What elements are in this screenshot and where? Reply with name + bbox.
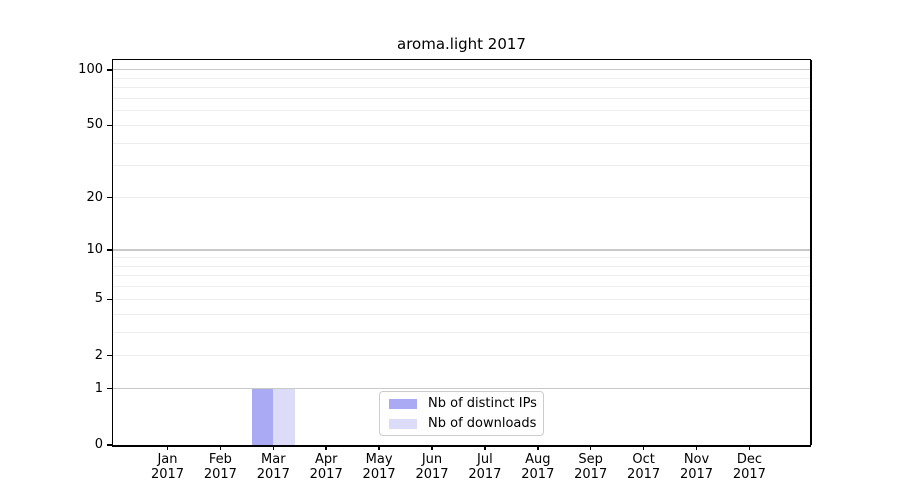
x-tick-mark <box>695 445 698 450</box>
x-tick-mark <box>272 445 275 450</box>
gridline-minor <box>113 286 810 288</box>
x-tick-label: Nov 2017 <box>679 452 714 482</box>
gridline-minor <box>113 265 810 267</box>
x-tick-label: Sep 2017 <box>574 452 608 482</box>
y-tick-mark <box>107 387 113 390</box>
legend-label: Nb of distinct IPs <box>428 395 537 411</box>
x-tick-mark <box>219 445 222 450</box>
spine-bottom <box>112 445 811 447</box>
gridline-major <box>113 249 810 251</box>
gridline-minor <box>113 275 810 277</box>
spine-right <box>810 60 812 445</box>
x-tick-mark <box>378 445 380 450</box>
y-tick-mark <box>107 124 113 127</box>
chart-title: aroma.light 2017 <box>397 35 526 53</box>
x-tick-mark <box>537 445 539 450</box>
y-tick-label: 20 <box>86 189 103 205</box>
y-tick-label: 2 <box>94 347 103 363</box>
gridline-minor <box>113 313 810 315</box>
x-tick-mark <box>484 445 486 450</box>
y-tick-mark <box>107 69 113 71</box>
x-tick-mark <box>642 445 645 450</box>
legend-item: Nb of distinct IPs <box>389 396 543 412</box>
x-tick-label: Mar 2017 <box>256 452 290 482</box>
gridline-minor <box>113 97 810 99</box>
gridline-minor <box>113 77 810 79</box>
x-tick-label: Apr 2017 <box>309 452 343 482</box>
x-tick-label: Feb 2017 <box>203 452 237 482</box>
legend-item: Nb of downloads <box>389 416 543 432</box>
x-tick-label: Jun 2017 <box>415 452 449 482</box>
gridline-minor <box>113 87 810 89</box>
x-tick-label: Aug 2017 <box>521 452 555 482</box>
legend-swatch-downloads <box>389 418 417 429</box>
x-tick-label: Dec 2017 <box>732 452 766 482</box>
x-tick-mark <box>589 445 592 450</box>
y-tick-mark <box>107 249 113 251</box>
gridline-minor <box>113 331 810 333</box>
x-tick-mark <box>166 445 169 450</box>
x-tick-mark <box>325 445 327 450</box>
spine-left <box>111 60 113 445</box>
legend-label: Nb of downloads <box>428 415 537 431</box>
x-tick-mark <box>748 445 751 450</box>
y-tick-label: 0 <box>94 437 103 452</box>
y-tick-mark <box>107 444 113 446</box>
legend-swatch-distinct-ips <box>389 398 417 409</box>
x-tick-label: Jul 2017 <box>468 452 502 482</box>
x-tick-label: Jan 2017 <box>150 452 185 482</box>
gridline-minor <box>113 197 810 198</box>
plot-area: Nb of distinct IPs Nb of downloads <box>111 58 812 447</box>
x-tick-label: May 2017 <box>362 452 396 482</box>
gridline-minor <box>113 165 810 167</box>
gridline-minor <box>113 298 810 300</box>
spine-top <box>112 58 811 60</box>
y-tick-mark <box>107 354 113 357</box>
gridline-major <box>113 69 810 71</box>
x-tick-mark <box>431 445 433 450</box>
y-tick-label: 10 <box>86 242 103 258</box>
y-tick-mark <box>107 298 113 301</box>
y-tick-label: 1 <box>94 380 103 396</box>
gridline-minor <box>113 257 810 259</box>
gridline-minor <box>113 124 810 126</box>
gridline-minor <box>113 355 810 357</box>
x-tick-label: Oct 2017 <box>627 452 661 482</box>
y-tick-label: 50 <box>86 117 103 133</box>
gridline-major <box>113 388 810 390</box>
y-tick-mark <box>107 196 113 199</box>
gridline-minor <box>113 142 810 144</box>
bar-distinct-ips <box>251 388 274 445</box>
y-tick-label: 5 <box>94 291 103 307</box>
y-tick-label: 100 <box>78 61 103 77</box>
bar-downloads <box>273 388 295 445</box>
legend: Nb of distinct IPs Nb of downloads <box>379 391 544 436</box>
gridline-minor <box>113 110 810 112</box>
